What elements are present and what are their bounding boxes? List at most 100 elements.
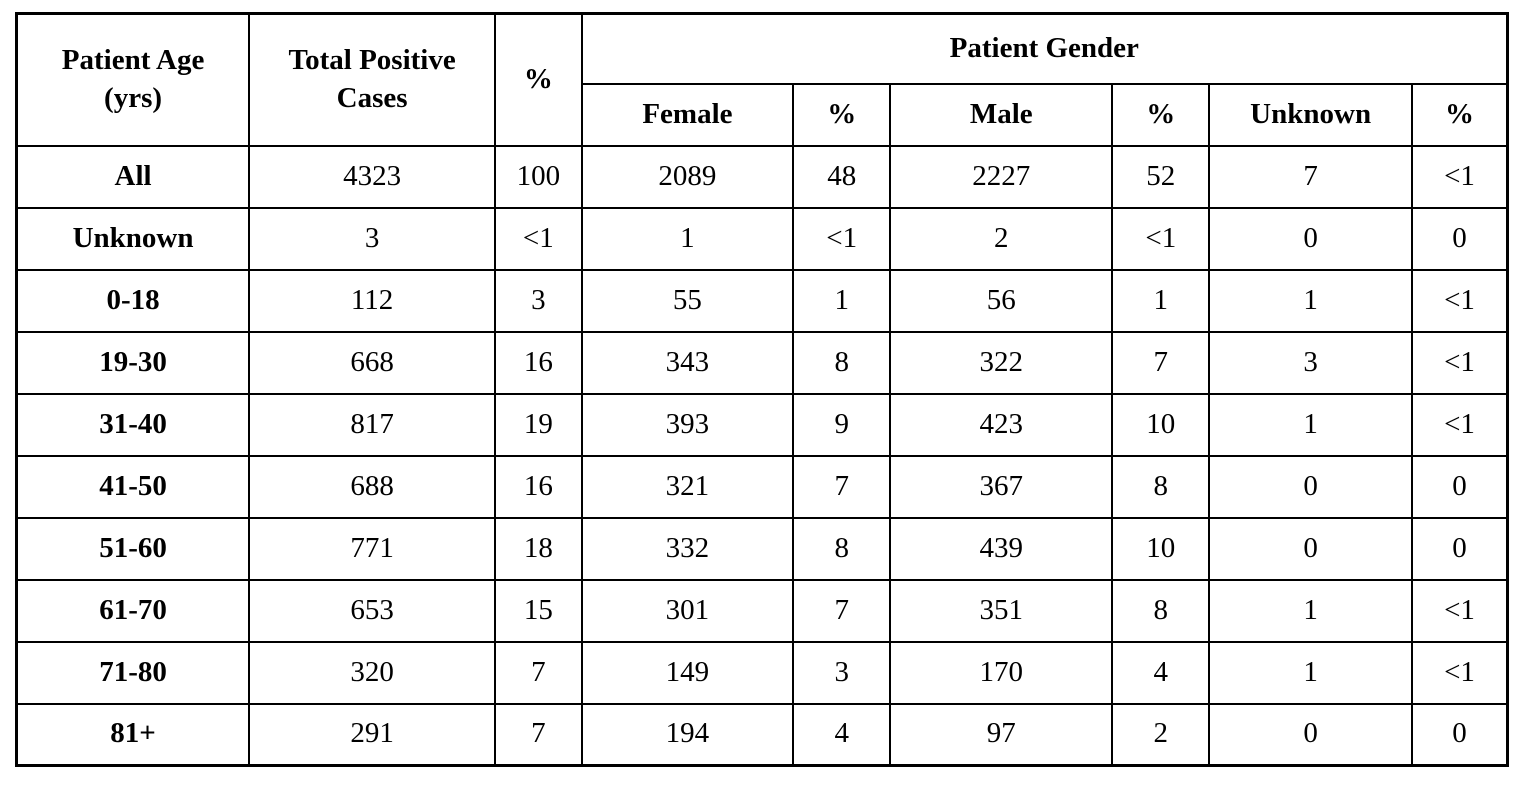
female-count-cell: 55 bbox=[580, 268, 795, 333]
total-cases-cell: 688 bbox=[248, 454, 497, 519]
unknown-count-cell: 1 bbox=[1208, 268, 1414, 333]
unknown-count-cell: 3 bbox=[1208, 330, 1414, 395]
female-count-cell: 343 bbox=[580, 330, 795, 395]
age-group-cell: Unknown bbox=[15, 206, 251, 271]
female-pct-cell: 7 bbox=[792, 578, 892, 643]
unknown-pct-cell: 0 bbox=[1411, 206, 1509, 271]
column-header-female: Female bbox=[580, 82, 795, 147]
female-count-cell: 2089 bbox=[580, 144, 795, 209]
female-pct-cell: 4 bbox=[792, 702, 892, 767]
unknown-pct-cell: <1 bbox=[1411, 330, 1509, 395]
total-pct-cell: <1 bbox=[494, 206, 583, 271]
column-header-male: Male bbox=[889, 82, 1114, 147]
total-cases-cell: 653 bbox=[248, 578, 497, 643]
male-pct-cell: 8 bbox=[1111, 454, 1211, 519]
unknown-pct-cell: 0 bbox=[1411, 516, 1509, 581]
patient-age-gender-table: Patient Age (yrs) Total Positive Cases %… bbox=[15, 12, 1509, 767]
column-group-header-patient-gender: Patient Gender bbox=[580, 12, 1509, 85]
male-pct-cell: 7 bbox=[1111, 330, 1211, 395]
table-row-71-80: 71-80 320 7 149 3 170 4 1 <1 bbox=[15, 640, 1509, 705]
total-cases-cell: 320 bbox=[248, 640, 497, 705]
total-pct-cell: 16 bbox=[494, 330, 583, 395]
total-cases-cell: 3 bbox=[248, 206, 497, 271]
unknown-pct-cell: <1 bbox=[1411, 268, 1509, 333]
male-count-cell: 367 bbox=[889, 454, 1114, 519]
male-pct-cell: 1 bbox=[1111, 268, 1211, 333]
table-row-41-50: 41-50 688 16 321 7 367 8 0 0 bbox=[15, 454, 1509, 519]
table-row-all: All 4323 100 2089 48 2227 52 7 <1 bbox=[15, 144, 1509, 209]
unknown-pct-cell: <1 bbox=[1411, 392, 1509, 457]
male-pct-cell: 4 bbox=[1111, 640, 1211, 705]
male-count-cell: 170 bbox=[889, 640, 1114, 705]
male-count-cell: 56 bbox=[889, 268, 1114, 333]
unknown-pct-cell: 0 bbox=[1411, 702, 1509, 767]
unknown-count-cell: 1 bbox=[1208, 392, 1414, 457]
female-pct-cell: 48 bbox=[792, 144, 892, 209]
total-pct-cell: 100 bbox=[494, 144, 583, 209]
age-group-cell: 71-80 bbox=[15, 640, 251, 705]
table-row-0-18: 0-18 112 3 55 1 56 1 1 <1 bbox=[15, 268, 1509, 333]
male-count-cell: 423 bbox=[889, 392, 1114, 457]
column-header-total-pct: % bbox=[494, 12, 583, 147]
age-group-cell: All bbox=[15, 144, 251, 209]
male-pct-cell: <1 bbox=[1111, 206, 1211, 271]
total-cases-cell: 817 bbox=[248, 392, 497, 457]
male-pct-cell: 10 bbox=[1111, 392, 1211, 457]
female-pct-cell: 8 bbox=[792, 516, 892, 581]
column-header-male-pct: % bbox=[1111, 82, 1211, 147]
total-cases-cell: 668 bbox=[248, 330, 497, 395]
male-count-cell: 439 bbox=[889, 516, 1114, 581]
male-count-cell: 322 bbox=[889, 330, 1114, 395]
female-pct-cell: 7 bbox=[792, 454, 892, 519]
male-pct-cell: 52 bbox=[1111, 144, 1211, 209]
total-pct-cell: 15 bbox=[494, 578, 583, 643]
age-group-cell: 81+ bbox=[15, 702, 251, 767]
female-count-cell: 194 bbox=[580, 702, 795, 767]
total-pct-cell: 18 bbox=[494, 516, 583, 581]
age-group-cell: 51-60 bbox=[15, 516, 251, 581]
female-count-cell: 321 bbox=[580, 454, 795, 519]
total-pct-cell: 19 bbox=[494, 392, 583, 457]
total-cases-cell: 112 bbox=[248, 268, 497, 333]
column-header-unknown-pct: % bbox=[1411, 82, 1509, 147]
column-header-total-positive-cases: Total Positive Cases bbox=[248, 12, 497, 147]
table-row-61-70: 61-70 653 15 301 7 351 8 1 <1 bbox=[15, 578, 1509, 643]
unknown-count-cell: 0 bbox=[1208, 516, 1414, 581]
age-group-cell: 19-30 bbox=[15, 330, 251, 395]
unknown-count-cell: 0 bbox=[1208, 702, 1414, 767]
unknown-pct-cell: <1 bbox=[1411, 578, 1509, 643]
age-group-cell: 41-50 bbox=[15, 454, 251, 519]
male-count-cell: 351 bbox=[889, 578, 1114, 643]
table-row-31-40: 31-40 817 19 393 9 423 10 1 <1 bbox=[15, 392, 1509, 457]
female-pct-cell: 3 bbox=[792, 640, 892, 705]
female-count-cell: 393 bbox=[580, 392, 795, 457]
female-pct-cell: 9 bbox=[792, 392, 892, 457]
column-header-patient-age: Patient Age (yrs) bbox=[15, 12, 251, 147]
column-header-female-pct: % bbox=[792, 82, 892, 147]
female-pct-cell: 8 bbox=[792, 330, 892, 395]
age-group-cell: 61-70 bbox=[15, 578, 251, 643]
unknown-pct-cell: <1 bbox=[1411, 144, 1509, 209]
table-row-51-60: 51-60 771 18 332 8 439 10 0 0 bbox=[15, 516, 1509, 581]
female-count-cell: 332 bbox=[580, 516, 795, 581]
age-group-cell: 0-18 bbox=[15, 268, 251, 333]
total-cases-cell: 771 bbox=[248, 516, 497, 581]
table-row-unknown: Unknown 3 <1 1 <1 2 <1 0 0 bbox=[15, 206, 1509, 271]
header-row-top: Patient Age (yrs) Total Positive Cases %… bbox=[15, 12, 1509, 147]
unknown-count-cell: 0 bbox=[1208, 454, 1414, 519]
total-pct-cell: 7 bbox=[494, 702, 583, 767]
total-pct-cell: 3 bbox=[494, 268, 583, 333]
female-count-cell: 301 bbox=[580, 578, 795, 643]
total-cases-cell: 291 bbox=[248, 702, 497, 767]
unknown-count-cell: 7 bbox=[1208, 144, 1414, 209]
age-group-cell: 31-40 bbox=[15, 392, 251, 457]
table-row-81plus: 81+ 291 7 194 4 97 2 0 0 bbox=[15, 702, 1509, 767]
total-cases-cell: 4323 bbox=[248, 144, 497, 209]
header-row-gender: Female % Male % Unknown % bbox=[17, 82, 1509, 147]
unknown-count-cell: 1 bbox=[1208, 640, 1414, 705]
unknown-count-cell: 1 bbox=[1208, 578, 1414, 643]
male-count-cell: 97 bbox=[889, 702, 1114, 767]
male-pct-cell: 8 bbox=[1111, 578, 1211, 643]
unknown-count-cell: 0 bbox=[1208, 206, 1414, 271]
table-row-19-30: 19-30 668 16 343 8 322 7 3 <1 bbox=[15, 330, 1509, 395]
